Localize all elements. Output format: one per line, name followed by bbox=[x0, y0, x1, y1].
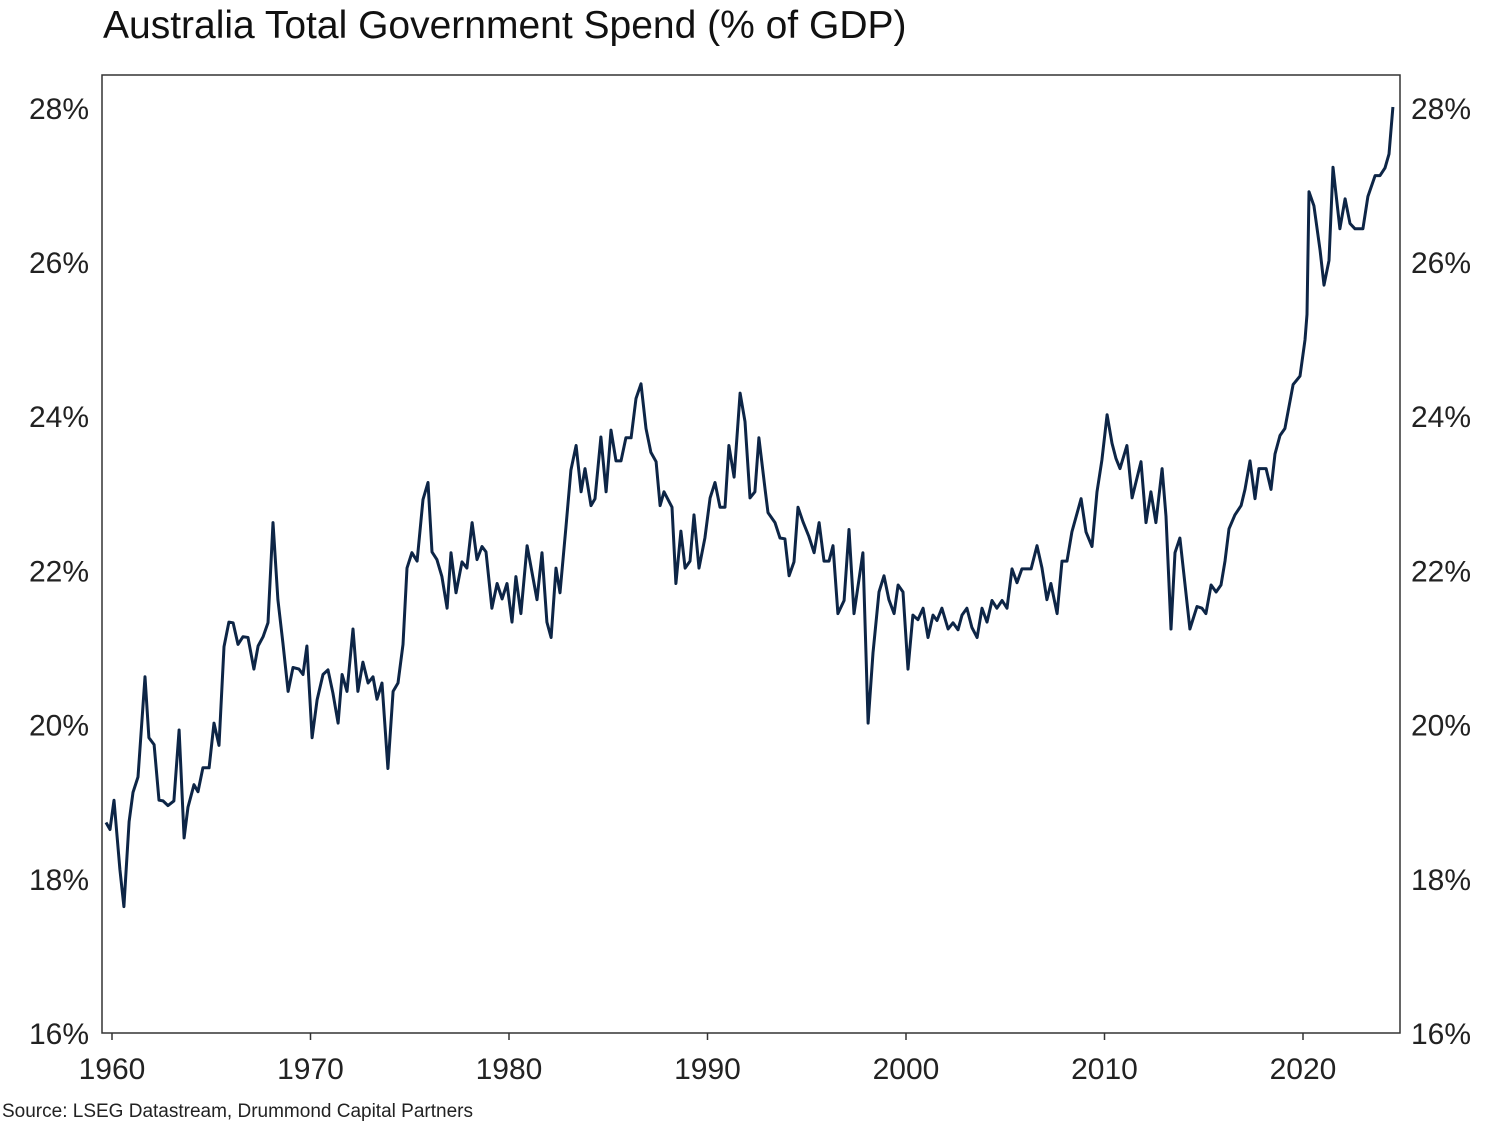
plot-frame bbox=[101, 74, 1401, 1034]
y-tick-label-right: 26% bbox=[1411, 247, 1471, 280]
x-tick-label: 2020 bbox=[1270, 1053, 1337, 1086]
series-line bbox=[104, 106, 1395, 909]
y-tick-label-right: 16% bbox=[1411, 1018, 1471, 1051]
y-tick-label-right: 20% bbox=[1411, 710, 1471, 743]
y-tick-label-right: 28% bbox=[1411, 93, 1471, 126]
y-tick-label-right: 24% bbox=[1411, 401, 1471, 434]
x-tick-label: 1970 bbox=[277, 1053, 344, 1086]
chart-title: Australia Total Government Spend (% of G… bbox=[103, 4, 907, 47]
x-axis: 1960 1970 1980 1990 2000 2010 2020 bbox=[79, 1033, 1337, 1086]
x-tick-label: 2010 bbox=[1071, 1053, 1138, 1086]
x-tick-label: 1990 bbox=[674, 1053, 741, 1086]
y-tick-label-left: 16% bbox=[29, 1018, 89, 1051]
y-tick-label-left: 28% bbox=[29, 93, 89, 126]
x-tick-label: 1980 bbox=[476, 1053, 543, 1086]
y-tick-label-right: 22% bbox=[1411, 555, 1471, 588]
y-tick-label-left: 26% bbox=[29, 247, 89, 280]
y-tick-label-left: 20% bbox=[29, 710, 89, 743]
y-tick-label-right: 18% bbox=[1411, 864, 1471, 897]
source-note: Source: LSEG Datastream, Drummond Capita… bbox=[2, 1101, 473, 1122]
x-tick-label: 1960 bbox=[79, 1053, 146, 1086]
y-axis-left: 16% 18% 20% 22% 24% 26% 28% bbox=[29, 93, 89, 1051]
x-tick-label: 2000 bbox=[873, 1053, 940, 1086]
y-tick-label-left: 24% bbox=[29, 401, 89, 434]
y-tick-label-left: 22% bbox=[29, 555, 89, 588]
y-axis-right: 16% 18% 20% 22% 24% 26% 28% bbox=[1411, 93, 1471, 1051]
y-tick-label-left: 18% bbox=[29, 864, 89, 897]
